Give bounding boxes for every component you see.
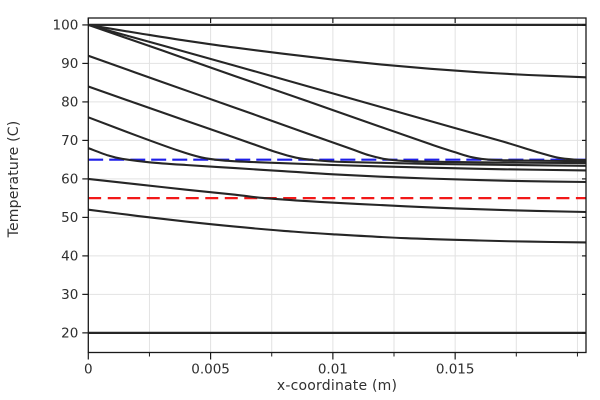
x-tick-label: 0.015: [436, 362, 475, 378]
x-tick-label: 0: [84, 362, 93, 378]
y-tick-label: 70: [61, 133, 78, 149]
series-profile-starting-92-c: [87, 54, 587, 165]
x-tick-label: 0.005: [191, 362, 230, 378]
series-profile-starting-60-c: [88, 177, 587, 214]
series-profile-knee-at-x-0-0158: [87, 23, 587, 163]
x-tick-label: 0.01: [318, 362, 348, 378]
series-profile-starting-76-c: [87, 116, 587, 172]
series-profile-starting-84-c: [87, 85, 587, 167]
series-profile-starting-68-c: [87, 147, 587, 184]
y-tick-label: 100: [53, 18, 79, 34]
y-tick-label: 90: [61, 56, 78, 72]
y-tick-label: 20: [61, 326, 78, 342]
y-tick-label: 60: [61, 172, 78, 188]
y-axis-title: Temperature (C): [6, 120, 22, 238]
x-axis-title: x-coordinate (m): [276, 378, 398, 394]
series-profile-flattening-to-86-c: [88, 23, 587, 79]
y-tick-label: 40: [61, 249, 78, 265]
series-profile-starting-52-c: [88, 208, 587, 244]
series-profile-knee-at-x-0-0192: [88, 23, 587, 162]
y-tick-label: 50: [61, 210, 78, 226]
y-tick-label: 80: [61, 95, 78, 111]
y-tick-label: 30: [61, 287, 78, 303]
plot-border: [87, 17, 587, 354]
